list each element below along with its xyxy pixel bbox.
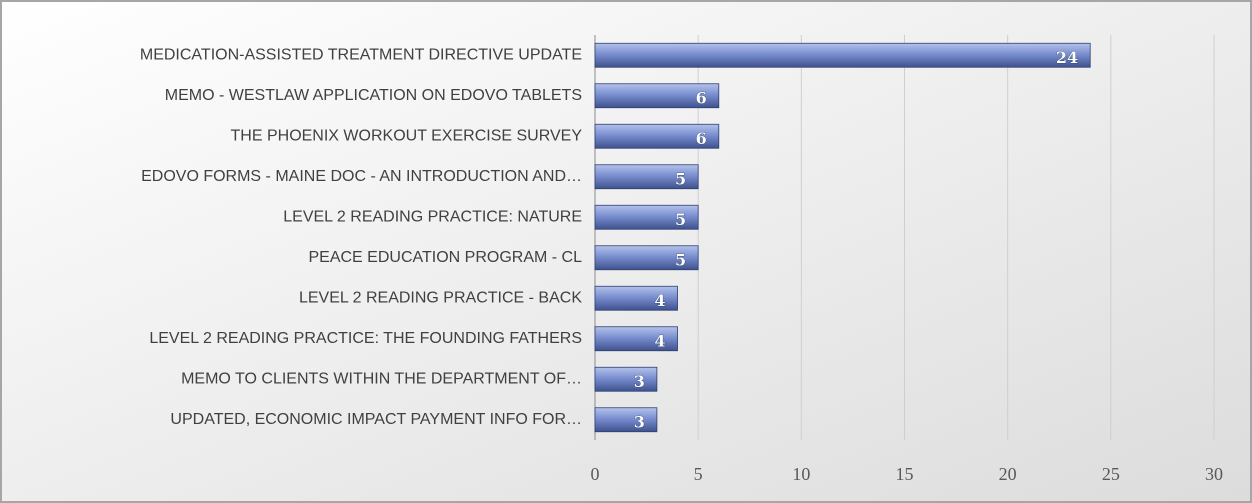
data-label: 5	[675, 250, 686, 269]
y-tick-label: PEACE EDUCATION PROGRAM - CL	[308, 249, 582, 266]
x-tick-label: 5	[694, 464, 703, 484]
bar	[594, 245, 699, 271]
bar	[594, 326, 678, 352]
data-label: 5	[675, 210, 686, 229]
bar	[594, 123, 720, 149]
data-label: 6	[696, 88, 707, 107]
data-label: 4	[654, 331, 665, 350]
data-label: 4	[654, 291, 665, 310]
x-tick-label: 15	[896, 464, 914, 484]
y-tick-label: UPDATED, ECONOMIC IMPACT PAYMENT INFO FO…	[170, 411, 582, 428]
bar	[594, 83, 720, 109]
x-tick-label: 30	[1205, 464, 1223, 484]
y-tick-label: EDOVO FORMS - MAINE DOC - AN INTRODUCTIO…	[141, 168, 582, 185]
x-tick-label: 0	[591, 464, 600, 484]
y-tick-label: MEDICATION-ASSISTED TREATMENT DIRECTIVE …	[140, 46, 582, 63]
y-tick-label: LEVEL 2 READING PRACTICE: THE FOUNDING F…	[149, 330, 582, 347]
y-tick-label: LEVEL 2 READING PRACTICE: NATURE	[283, 208, 582, 225]
bar	[594, 42, 1091, 68]
bar	[594, 164, 699, 190]
bar	[594, 366, 658, 392]
bar	[594, 204, 699, 230]
y-tick-label: THE PHOENIX WORKOUT EXERCISE SURVEY	[231, 127, 583, 144]
data-label: 3	[634, 372, 645, 391]
x-tick-label: 25	[1102, 464, 1120, 484]
x-tick-label: 10	[792, 464, 810, 484]
data-label: 24	[1056, 48, 1078, 67]
x-tick-label: 20	[999, 464, 1017, 484]
y-tick-label: MEMO - WESTLAW APPLICATION ON EDOVO TABL…	[165, 87, 582, 104]
y-tick-label: LEVEL 2 READING PRACTICE - BACK	[299, 289, 582, 306]
data-label: 3	[634, 412, 645, 431]
data-label: 6	[696, 129, 707, 148]
y-tick-label: MEMO TO CLIENTS WITHIN THE DEPARTMENT OF…	[181, 370, 582, 387]
data-label: 5	[675, 169, 686, 188]
bar	[594, 407, 658, 433]
bar	[594, 285, 678, 311]
